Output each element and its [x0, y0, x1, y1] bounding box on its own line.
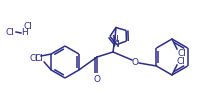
Text: Cl: Cl	[176, 56, 186, 66]
Text: Cl: Cl	[6, 28, 14, 37]
Text: N: N	[111, 35, 117, 43]
Text: Cl: Cl	[178, 49, 186, 58]
Text: O: O	[94, 75, 100, 83]
Text: Cl: Cl	[30, 54, 39, 62]
Text: N: N	[112, 40, 119, 49]
Text: Cl: Cl	[24, 22, 32, 30]
Text: O: O	[132, 58, 138, 66]
Text: Cl: Cl	[35, 54, 44, 62]
Text: H: H	[21, 28, 27, 37]
